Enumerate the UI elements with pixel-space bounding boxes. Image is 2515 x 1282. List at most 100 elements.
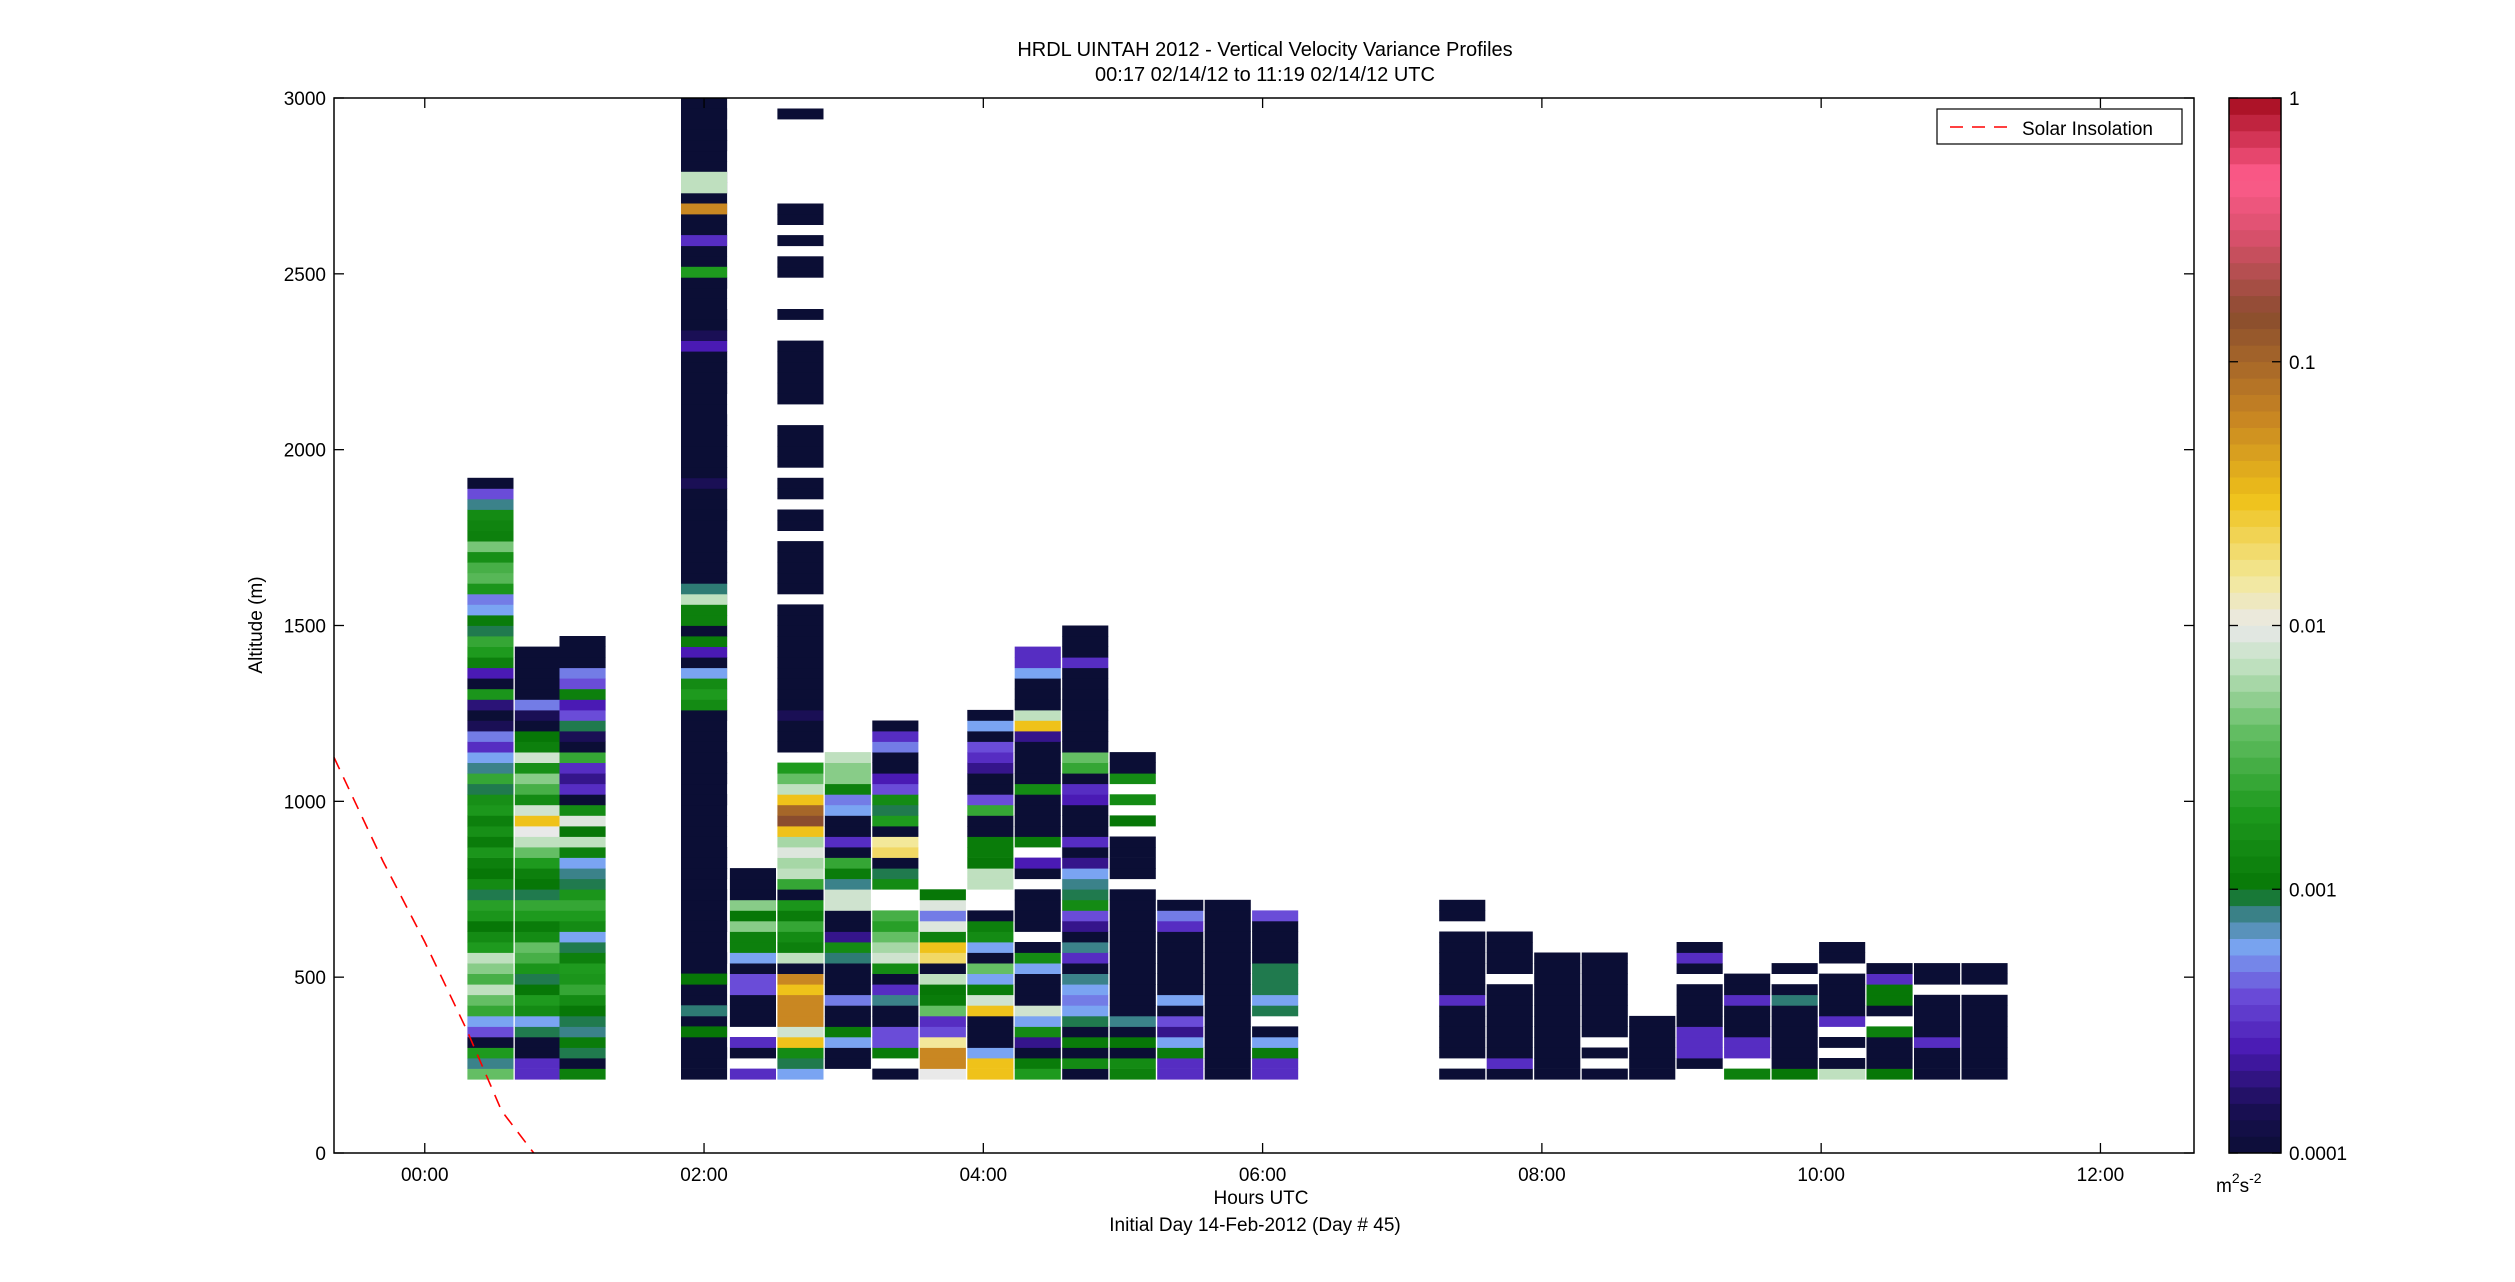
data-cell [777, 1026, 824, 1038]
data-cell [1062, 868, 1109, 880]
data-cell [967, 847, 1014, 858]
data-cell [777, 899, 824, 911]
colorbar-band [2229, 394, 2281, 412]
data-cell [1109, 857, 1156, 869]
data-cell [967, 720, 1014, 732]
data-cell [777, 235, 824, 247]
data-cell [681, 857, 728, 869]
data-cell [681, 414, 728, 426]
data-cell [824, 984, 871, 996]
data-cell [824, 836, 871, 848]
data-cell [872, 815, 919, 827]
data-cell [777, 657, 824, 669]
data-cell [1157, 1037, 1204, 1048]
data-cell [681, 330, 728, 341]
data-cell [681, 815, 728, 827]
data-cell [1961, 1037, 2008, 1048]
data-cell [1062, 847, 1109, 858]
data-cell [872, 1005, 919, 1017]
data-cell [777, 1068, 824, 1080]
data-cell [824, 910, 871, 922]
colorbar-band [2229, 543, 2281, 560]
data-cell [1252, 984, 1299, 996]
data-cell [1204, 1005, 1251, 1017]
data-cell [1109, 1037, 1156, 1048]
data-cell [514, 878, 561, 890]
data-cell [559, 731, 606, 742]
data-cell [729, 984, 776, 996]
colorbar-band [2229, 609, 2281, 626]
data-cell [872, 910, 919, 922]
x-axis-label-secondary: Initial Day 14-Feb-2012 (Day # 45) [1109, 1215, 1400, 1236]
data-cell [1062, 699, 1109, 711]
data-cell [467, 868, 514, 880]
colorbar-band [2229, 477, 2281, 494]
data-cell [1252, 1037, 1299, 1048]
data-cell [967, 963, 1014, 974]
colorbar-band [2229, 196, 2281, 214]
data-cell [681, 994, 728, 1006]
data-cell [824, 878, 871, 890]
data-cell [514, 741, 561, 753]
data-cell [467, 804, 514, 816]
data-cell [559, 889, 606, 901]
data-cell [1439, 1047, 1486, 1059]
data-cell [824, 773, 871, 785]
data-cell [514, 942, 561, 953]
data-cell [1439, 910, 1486, 922]
data-cell [777, 108, 824, 120]
data-cell [1252, 973, 1299, 985]
data-cell [1109, 1026, 1156, 1038]
data-cell [777, 942, 824, 953]
data-cell [514, 699, 561, 711]
data-cell [1109, 868, 1156, 880]
data-cell [1771, 1058, 1818, 1069]
colorbar-band [2229, 922, 2281, 939]
data-cell [514, 657, 561, 669]
data-cell [681, 287, 728, 299]
colorbar-bands [2229, 98, 2281, 1154]
data-cell [1866, 1005, 1913, 1017]
data-cell [467, 973, 514, 985]
data-cell [681, 1037, 728, 1048]
data-cell [1676, 952, 1723, 964]
data-cell [514, 794, 561, 806]
data-cell [467, 963, 514, 974]
data-cell [514, 889, 561, 901]
y-tick-label: 1500 [284, 617, 326, 638]
data-cell [1062, 1068, 1109, 1080]
data-cell [1914, 994, 1961, 1006]
data-cell [1581, 1047, 1628, 1059]
data-cell [1157, 1058, 1204, 1069]
data-cell [1486, 1015, 1533, 1027]
data-cell [1629, 1015, 1676, 1027]
data-cell [681, 889, 728, 901]
data-cell [777, 794, 824, 806]
data-cell [729, 868, 776, 880]
data-cell [1157, 1005, 1204, 1017]
data-cell [467, 720, 514, 732]
data-cell [681, 446, 728, 457]
data-cell [777, 1037, 824, 1048]
data-cell [777, 477, 824, 489]
data-cell [1062, 994, 1109, 1006]
data-cell [1062, 973, 1109, 985]
y-tick-label: 1000 [284, 792, 326, 813]
data-cell [1724, 973, 1771, 985]
colorbar-band [2229, 213, 2281, 231]
colorbar-band [2229, 806, 2281, 824]
data-cell [1534, 994, 1581, 1006]
data-cell [824, 899, 871, 911]
data-cell [559, 942, 606, 953]
data-cell [681, 646, 728, 658]
data-cell [967, 1026, 1014, 1038]
data-cell [1866, 994, 1913, 1006]
data-cell [1014, 1026, 1061, 1038]
data-cell [1629, 1068, 1676, 1080]
data-cell [1014, 752, 1061, 763]
data-cell [1014, 699, 1061, 711]
data-cell [1961, 973, 2008, 985]
data-cell [1961, 1058, 2008, 1069]
data-cell [919, 942, 966, 953]
data-cell [1252, 1068, 1299, 1080]
